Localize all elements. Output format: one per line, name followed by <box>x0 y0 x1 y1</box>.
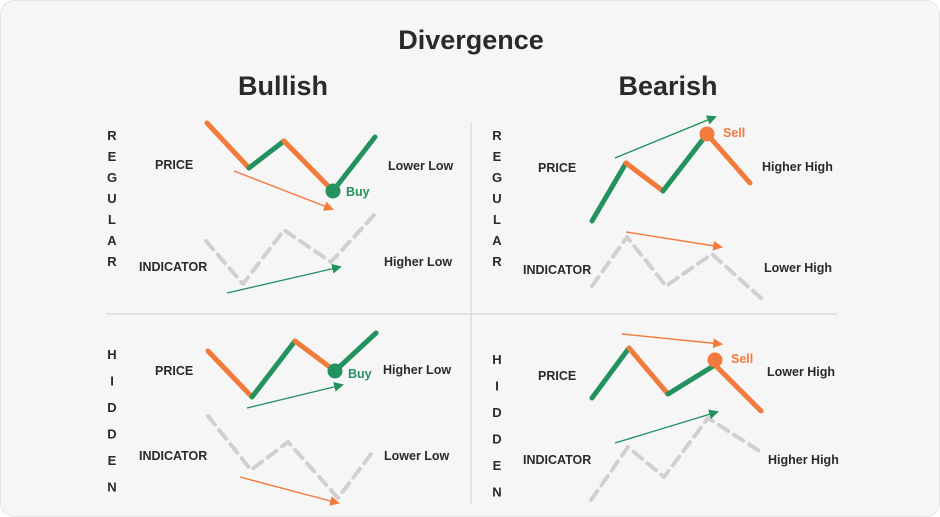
price-line-up <box>665 362 718 397</box>
buy-signal-dot <box>327 363 343 379</box>
price-note: Higher High <box>762 160 833 174</box>
price-trend-arrow <box>614 115 717 159</box>
indicator-trend-arrow <box>239 476 340 506</box>
price-line-up <box>249 338 298 400</box>
price-line-down <box>626 345 671 397</box>
price-label: PRICE <box>155 364 193 378</box>
price-line-down <box>623 160 666 194</box>
buy-signal-label: Buy <box>348 367 372 381</box>
price-line-down <box>712 362 764 414</box>
price-line-down <box>281 138 336 194</box>
indicator-trend-arrow <box>625 231 723 251</box>
price-line-up <box>660 131 710 194</box>
price-line-up <box>332 330 379 374</box>
indicator-note: Lower High <box>764 261 832 275</box>
price-note: Lower Low <box>388 159 454 173</box>
panel-bearish-hidden: PRICE INDICATOR Lower High Higher High S… <box>523 333 839 502</box>
price-trend-arrow <box>233 170 334 211</box>
buy-signal-label: Buy <box>346 185 370 199</box>
sell-signal-dot <box>699 126 715 142</box>
price-label: PRICE <box>538 369 576 383</box>
indicator-label: INDICATOR <box>139 449 207 463</box>
indicator-note: Higher Low <box>384 255 452 269</box>
price-line-down <box>292 338 338 374</box>
panel-bearish-regular: PRICE INDICATOR Higher High Lower High S… <box>523 115 833 302</box>
indicator-label: INDICATOR <box>523 263 591 277</box>
indicator-line <box>204 212 377 286</box>
sell-signal-label: Sell <box>731 352 753 366</box>
panel-bullish-regular: PRICE INDICATOR Lower Low Higher Low Buy <box>139 120 454 294</box>
indicator-trend-arrow <box>614 409 719 444</box>
price-note: Lower High <box>767 365 835 379</box>
column-title-bearish: Bearish <box>618 71 717 101</box>
indicator-label: INDICATOR <box>523 453 591 467</box>
sell-signal-label: Sell <box>723 126 745 140</box>
indicator-note: Lower Low <box>384 449 450 463</box>
price-line-down <box>205 348 255 400</box>
price-trend-arrow <box>621 333 723 349</box>
column-title-bullish: Bullish <box>238 71 328 101</box>
price-trend-arrow <box>246 382 344 409</box>
price-label: PRICE <box>155 158 193 172</box>
price-line-up <box>330 134 378 194</box>
panel-bullish-hidden: PRICE INDICATOR Higher Low Lower Low Buy <box>139 330 451 506</box>
indicator-trend-arrow <box>226 263 342 294</box>
price-note: Higher Low <box>383 363 451 377</box>
price-line-up <box>589 345 632 401</box>
indicator-line <box>589 416 763 502</box>
indicator-note: Higher High <box>768 453 839 467</box>
price-label: PRICE <box>538 161 576 175</box>
buy-signal-dot <box>325 183 341 199</box>
price-line-down <box>704 131 753 186</box>
price-line-up <box>589 160 629 224</box>
indicator-line <box>206 414 376 500</box>
page-title: Divergence <box>398 25 544 55</box>
indicator-line <box>590 235 765 302</box>
price-line-up <box>246 138 287 171</box>
sell-signal-dot <box>707 352 723 368</box>
price-line-down <box>204 120 252 171</box>
indicator-label: INDICATOR <box>139 260 207 274</box>
